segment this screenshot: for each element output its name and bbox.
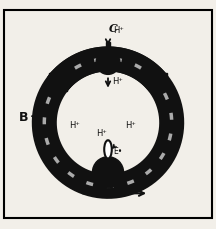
Text: H⁺: H⁺ [112, 77, 123, 86]
Text: H⁺: H⁺ [69, 121, 80, 130]
Text: C: C [109, 23, 118, 34]
Circle shape [96, 51, 120, 75]
Text: H⁺: H⁺ [125, 121, 136, 130]
Text: E•: E• [113, 146, 122, 155]
Bar [106, 43, 110, 52]
Circle shape [92, 157, 124, 188]
Text: H⁺: H⁺ [113, 26, 124, 35]
Text: B: B [19, 110, 29, 123]
Text: H⁺: H⁺ [97, 128, 107, 137]
Bar [149, 73, 167, 91]
Bar [49, 73, 67, 91]
Ellipse shape [104, 141, 112, 159]
